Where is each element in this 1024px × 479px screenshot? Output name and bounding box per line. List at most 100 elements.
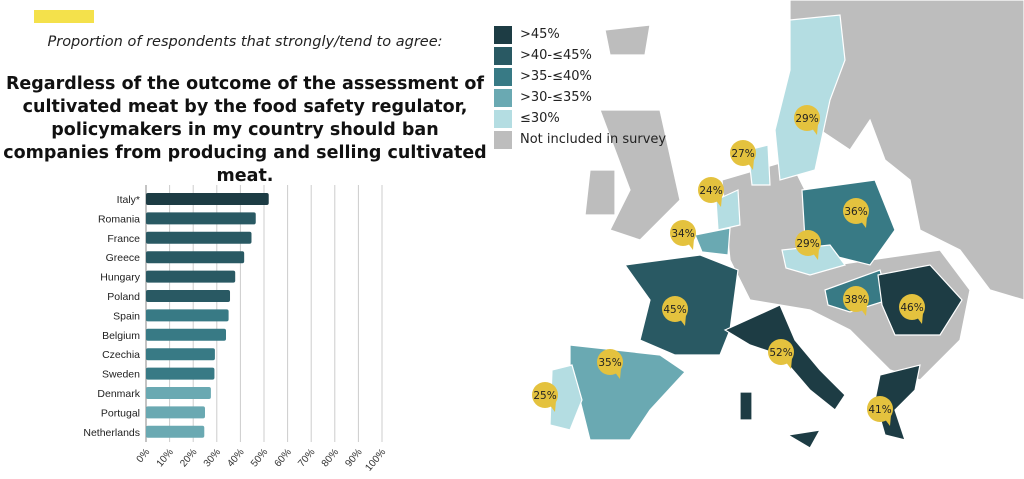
x-tick-label: 90% xyxy=(343,447,364,469)
bar xyxy=(146,270,236,283)
callout-label: 41% xyxy=(868,404,891,416)
legend-label: >40-≤45% xyxy=(520,48,592,63)
callout-label: 46% xyxy=(900,302,923,314)
bar xyxy=(146,231,252,244)
callout-label: 34% xyxy=(671,228,694,240)
legend-swatch xyxy=(494,88,512,107)
map-portugal xyxy=(549,364,583,431)
map-callout-romania: 46% xyxy=(899,294,925,324)
legend-label: >35-≤40% xyxy=(520,69,592,84)
callout-bubble xyxy=(597,349,623,375)
bar xyxy=(146,309,229,322)
legend-item: >30-≤35% xyxy=(494,87,666,108)
europe-map: 29% 27% 24% 34% 29% 36% 38% 46% 45% 52% 35% 25% 41% xyxy=(532,0,1024,449)
callout-bubble xyxy=(768,339,794,365)
map-netherlands xyxy=(715,189,741,231)
category-label: Poland xyxy=(107,291,140,303)
map-callout-netherlands: 24% xyxy=(698,177,724,207)
bar xyxy=(146,212,256,225)
bar xyxy=(146,406,205,419)
legend-label: >45% xyxy=(520,27,560,42)
accent-bar xyxy=(34,10,94,23)
legend-item: ≤30% xyxy=(494,108,666,129)
callout-bubble xyxy=(532,382,558,408)
callout-label: 27% xyxy=(731,148,754,160)
callout-bubble xyxy=(662,296,688,322)
callout-label: 29% xyxy=(796,238,819,250)
callout-bubble xyxy=(670,220,696,246)
legend-item: >45% xyxy=(494,24,666,45)
legend-item: >40-≤45% xyxy=(494,45,666,66)
x-tick-label: 100% xyxy=(363,447,388,474)
callout-label: 25% xyxy=(533,390,556,402)
bar xyxy=(146,387,211,399)
legend-label: Not included in survey xyxy=(520,132,667,147)
callout-label: 38% xyxy=(844,294,867,306)
legend-item: Not included in survey xyxy=(494,129,666,150)
callout-label: 24% xyxy=(699,185,722,197)
category-label: Denmark xyxy=(97,388,140,400)
bar xyxy=(146,425,205,438)
x-tick-label: 50% xyxy=(249,447,270,469)
map-czechia xyxy=(781,244,847,276)
callout-label: 29% xyxy=(795,113,818,125)
x-tick-label: 20% xyxy=(178,447,199,469)
bar xyxy=(146,290,231,302)
callout-bubble xyxy=(794,105,820,131)
category-label: Belgium xyxy=(102,330,140,342)
category-label: Hungary xyxy=(100,272,140,284)
callout-bubble xyxy=(730,140,756,166)
map-callout-czechia: 29% xyxy=(795,230,821,260)
category-label: Italy* xyxy=(117,194,140,206)
bar-chart: 0% 10% 20% 30% 40% 50% 60% 70% 80% 90%100% Italy* R… xyxy=(83,185,388,474)
map-sardinia xyxy=(739,391,753,421)
map-callout-denmark: 27% xyxy=(730,140,756,170)
callout-bubble xyxy=(899,294,925,320)
callout-bubble xyxy=(843,198,869,224)
legend-swatch xyxy=(494,67,512,86)
map-callout-france: 45% xyxy=(662,296,688,326)
bar xyxy=(146,251,245,264)
chart-title: Regardless of the outcome of the assessm… xyxy=(3,74,487,186)
category-label: Spain xyxy=(113,310,140,322)
category-label: France xyxy=(107,233,140,245)
callout-bubble xyxy=(795,230,821,256)
category-label: Greece xyxy=(106,252,141,264)
x-tick-label: 40% xyxy=(225,447,246,469)
category-label: Netherlands xyxy=(83,427,140,439)
map-legend: >45% >40-≤45% >35-≤40% >30-≤35% ≤30% Not incl… xyxy=(494,24,666,150)
callout-bubble xyxy=(867,396,893,422)
category-label: Portugal xyxy=(101,407,140,419)
map-iceland xyxy=(604,24,651,56)
bar xyxy=(146,328,227,341)
map-callout-belgium: 34% xyxy=(670,220,696,250)
callout-label: 45% xyxy=(663,304,686,316)
category-label: Czechia xyxy=(102,349,140,361)
map-ireland xyxy=(584,169,616,216)
callout-bubble xyxy=(698,177,724,203)
map-callout-poland: 36% xyxy=(843,198,869,228)
legend-swatch xyxy=(494,130,512,149)
x-tick-label: 30% xyxy=(202,447,223,469)
callout-label: 36% xyxy=(844,206,867,218)
map-sweden xyxy=(774,14,846,181)
legend-swatch xyxy=(494,46,512,65)
map-sicily xyxy=(786,429,822,449)
map-uk xyxy=(599,109,681,241)
category-label: Romania xyxy=(98,213,140,225)
legend-label: >30-≤35% xyxy=(520,90,592,105)
legend-swatch xyxy=(494,109,512,128)
map-callout-hungary: 38% xyxy=(843,286,869,316)
callout-label: 35% xyxy=(598,357,621,369)
callout-bubble xyxy=(843,286,869,312)
map-belgium xyxy=(694,227,731,256)
x-tick-label: 60% xyxy=(273,447,294,469)
chart-subtitle: Proportion of respondents that strongly/… xyxy=(47,34,443,50)
map-callout-spain: 35% xyxy=(597,349,623,379)
map-callout-sweden: 29% xyxy=(794,105,820,135)
map-callout-italy: 52% xyxy=(768,339,794,369)
map-spain xyxy=(569,344,686,441)
bar xyxy=(146,193,269,205)
callout-label: 52% xyxy=(769,347,792,359)
bar xyxy=(146,348,215,361)
